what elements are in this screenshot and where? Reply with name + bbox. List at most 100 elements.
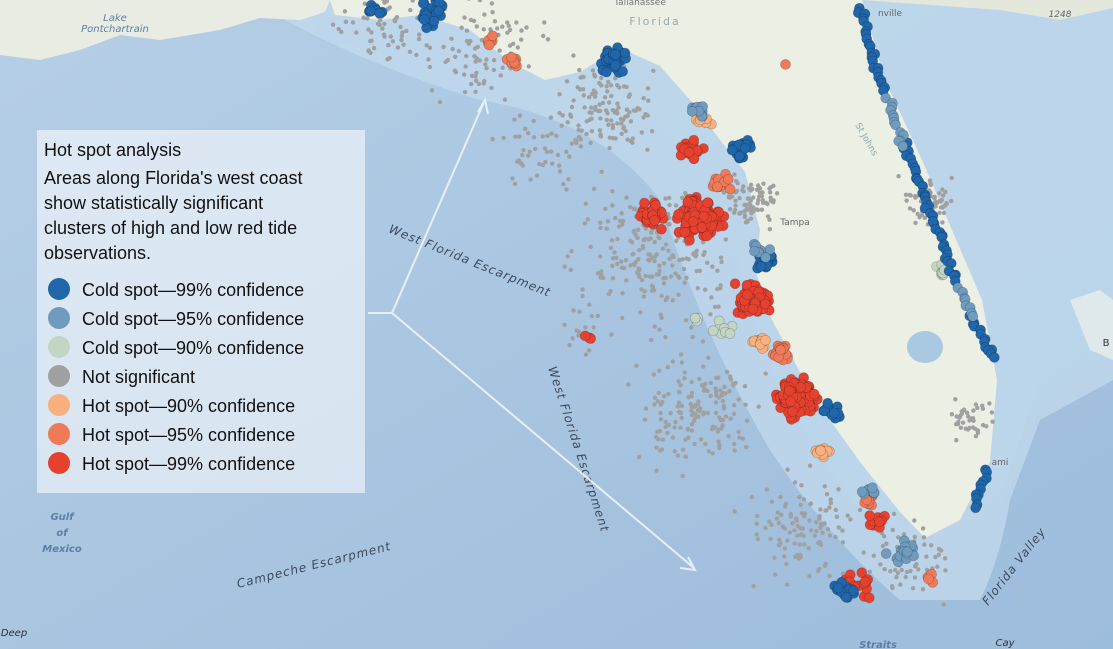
observation-dot [761, 181, 766, 186]
observation-dot [792, 541, 797, 546]
observation-dot [374, 7, 385, 19]
observation-dot [818, 521, 824, 527]
observation-dot [937, 210, 942, 215]
observation-dot [675, 453, 681, 458]
observation-dot [935, 564, 940, 569]
observation-dot [653, 434, 659, 440]
observation-dot [747, 303, 759, 315]
observation-dot [592, 94, 598, 99]
observation-dot [782, 546, 788, 551]
observation-dot [641, 115, 646, 120]
observation-dot [915, 211, 920, 217]
observation-dot [476, 81, 482, 87]
observation-dot [859, 576, 871, 588]
observation-dot [577, 309, 582, 314]
observation-dot [833, 507, 838, 513]
observation-dot [518, 161, 523, 166]
observation-dot [542, 146, 548, 151]
observation-dot [610, 256, 616, 261]
legend-label: Cold spot—90% confidence [82, 338, 304, 358]
observation-dot [724, 328, 736, 339]
observation-dot [767, 217, 772, 222]
observation-dot [767, 519, 772, 524]
land-bahamas [1070, 290, 1113, 360]
observation-dot [897, 140, 909, 152]
observation-dot [612, 250, 617, 255]
observation-dot [941, 193, 946, 198]
observation-dot [703, 287, 708, 292]
observation-dot [670, 298, 675, 303]
observation-dot [336, 26, 341, 32]
observation-dot [964, 410, 970, 415]
observation-dot [468, 17, 474, 23]
observation-dot [589, 105, 594, 110]
observation-dot [557, 169, 563, 174]
observation-dot [567, 154, 572, 159]
observation-dot [598, 220, 603, 225]
legend-swatch [48, 307, 70, 329]
observation-dot [657, 235, 662, 241]
observation-dot [798, 526, 803, 531]
observation-dot [469, 81, 474, 87]
legend-label: Not significant [82, 367, 195, 387]
observation-dot [670, 263, 675, 268]
observation-dot [621, 84, 627, 89]
observation-dot [592, 107, 598, 113]
observation-dot [765, 214, 771, 219]
map-label: Mexico [42, 544, 82, 555]
observation-dot [649, 215, 660, 226]
observation-dot [827, 505, 832, 510]
observation-dot [913, 220, 918, 226]
observation-dot [385, 57, 390, 62]
observation-dot [616, 105, 621, 110]
observation-dot [713, 386, 718, 391]
observation-dot [619, 131, 624, 136]
observation-dot [715, 268, 720, 273]
legend-description-line: observations. [44, 243, 151, 263]
observation-dot [949, 412, 955, 417]
observation-dot [848, 585, 859, 597]
observation-dot [743, 402, 748, 407]
observation-dot [917, 215, 922, 220]
observation-dot [710, 451, 715, 456]
map-label: 1248 [1049, 10, 1072, 20]
observation-dot [645, 86, 651, 91]
observation-dot [703, 441, 708, 447]
observation-dot [807, 573, 812, 579]
legend-label: Hot spot—99% confidence [82, 454, 295, 474]
observation-dot [912, 564, 918, 569]
observation-dot [628, 263, 633, 268]
observation-dot [713, 410, 719, 416]
observation-dot [631, 251, 636, 257]
observation-dot [688, 401, 693, 407]
observation-dot [645, 113, 650, 118]
observation-dot [686, 106, 698, 117]
observation-dot [404, 28, 409, 34]
observation-dot [651, 288, 657, 293]
observation-dot [475, 44, 480, 49]
observation-dot [339, 29, 344, 35]
observation-dot [602, 95, 608, 100]
observation-dot [506, 23, 511, 28]
observation-dot [583, 325, 588, 330]
observation-dot [698, 437, 704, 442]
observation-dot [808, 528, 814, 533]
map-label: Tallahassee [613, 0, 666, 8]
observation-dot [679, 226, 691, 238]
observation-dot [401, 42, 406, 47]
observation-dot [768, 198, 774, 203]
observation-dot [730, 194, 735, 199]
observation-dot [642, 417, 648, 422]
observation-dot [584, 131, 589, 137]
observation-dot [632, 228, 637, 233]
observation-dot [714, 375, 719, 381]
observation-dot [562, 264, 567, 269]
legend-items: Cold spot—99% confidence Cold spot—95% co… [48, 278, 304, 474]
observation-dot [477, 58, 482, 63]
observation-dot [526, 64, 531, 69]
observation-dot [606, 79, 611, 85]
observation-dot [808, 388, 820, 400]
observation-dot [726, 195, 731, 200]
observation-dot [683, 318, 689, 323]
observation-dot [820, 530, 825, 535]
